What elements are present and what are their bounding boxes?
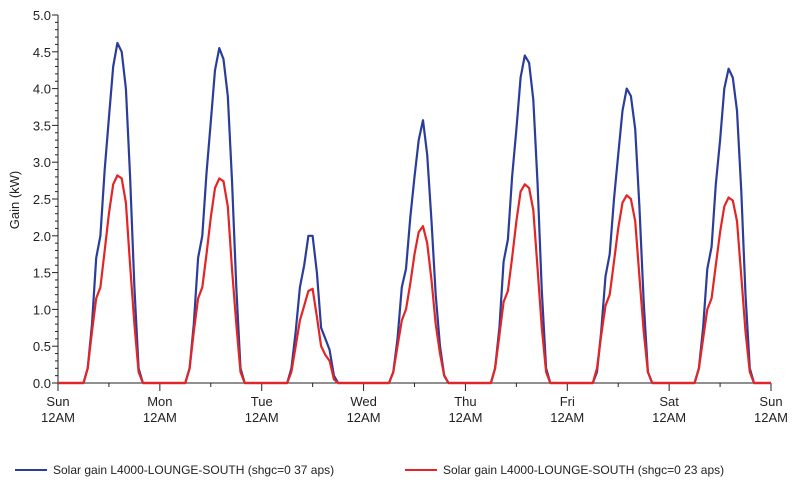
y-tick-label: 0.5: [33, 339, 51, 354]
x-tick-label-time: 12AM: [448, 410, 482, 425]
x-tick-label-day: Sun: [759, 394, 782, 409]
x-tick-label-time: 12AM: [652, 410, 686, 425]
x-tick-label-time: 12AM: [347, 410, 381, 425]
x-tick-label-time: 12AM: [550, 410, 584, 425]
y-axis-label: Gain (kW): [7, 171, 22, 230]
x-tick-label-day: Fri: [560, 394, 575, 409]
y-tick-label: 5.0: [33, 8, 51, 23]
legend-swatch-red: [405, 469, 437, 471]
x-tick-label-time: 12AM: [143, 410, 177, 425]
x-tick-label-day: Wed: [350, 394, 377, 409]
x-tick-label-day: Mon: [147, 394, 172, 409]
series-line-2: [58, 174, 771, 385]
x-tick-label-time: 12AM: [754, 410, 788, 425]
y-tick-label: 2.5: [33, 192, 51, 207]
y-tick-label: 0.0: [33, 376, 51, 391]
series-line-1: [58, 41, 771, 385]
solar-gain-chart: Gain (kW) 0.0 0.5 1.0 1.5 2.0 2.5 3.0 3.5 4.0 4.5…: [7, 8, 788, 425]
x-tick-label-day: Sat: [659, 394, 679, 409]
y-tick-label: 4.5: [33, 45, 51, 60]
x-tick-label-time: 12AM: [41, 410, 75, 425]
legend-label: Solar gain L4000-LOUNGE-SOUTH (shgc=0 37…: [53, 463, 335, 477]
y-tick-label: 1.5: [33, 266, 51, 281]
x-tick-label-day: Tue: [251, 394, 273, 409]
legend-label: Solar gain L4000-LOUNGE-SOUTH (shgc=0 23…: [443, 463, 725, 477]
y-tick-label: 1.0: [33, 302, 51, 317]
x-tick-label-time: 12AM: [245, 410, 279, 425]
legend-item-series-2: Solar gain L4000-LOUNGE-SOUTH (shgc=0 23…: [405, 463, 724, 477]
x-tick-label-day: Thu: [454, 394, 476, 409]
legend-item-series-1: Solar gain L4000-LOUNGE-SOUTH (shgc=0 37…: [15, 463, 334, 477]
x-tick-label-day: Sun: [46, 394, 69, 409]
y-tick-label: 2.0: [33, 229, 51, 244]
y-tick-label: 3.0: [33, 155, 51, 170]
y-tick-label: 3.5: [33, 118, 51, 133]
legend-swatch-blue: [15, 469, 47, 471]
y-tick-label: 4.0: [33, 82, 51, 97]
